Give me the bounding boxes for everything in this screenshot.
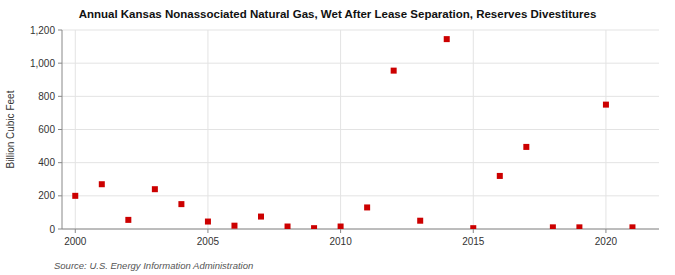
x-grid-line [473, 30, 474, 229]
y-grid-line [62, 63, 659, 64]
y-tick [58, 30, 62, 31]
point [576, 224, 582, 229]
y-tick-label: 600 [38, 124, 55, 135]
x-axis-line [62, 229, 659, 230]
y-grid-line [62, 162, 659, 163]
point [444, 36, 450, 42]
source-note: Source: U.S. Energy Information Administ… [54, 260, 253, 271]
x-tick [340, 229, 341, 233]
x-tick-label: 2010 [329, 236, 352, 247]
y-grid-line [62, 129, 659, 130]
x-tick [605, 229, 606, 233]
x-tick [75, 229, 76, 233]
point [364, 204, 370, 210]
point [178, 201, 184, 207]
x-grid-line [207, 30, 208, 229]
y-grid-line [62, 229, 659, 230]
y-tick-label: 1,200 [30, 25, 55, 36]
point [391, 68, 397, 74]
x-tick [473, 229, 474, 233]
x-tick-label: 2005 [197, 236, 220, 247]
point [258, 214, 264, 220]
y-tick [58, 63, 62, 64]
y-tick-label: 0 [49, 224, 55, 235]
title: Annual Kansas Nonassociated Natural Gas,… [79, 8, 597, 20]
y-tick-label: 200 [38, 190, 55, 201]
point [285, 224, 291, 229]
y-axis-label: Billion Cubic Feet [5, 90, 16, 168]
point [338, 224, 344, 229]
point [603, 102, 609, 108]
point [523, 144, 529, 150]
y-tick [58, 162, 62, 163]
point [205, 219, 211, 225]
y-tick [58, 96, 62, 97]
x-tick-label: 2020 [595, 236, 618, 247]
point [497, 173, 503, 179]
y-tick-label: 400 [38, 157, 55, 168]
y-tick-label: 800 [38, 91, 55, 102]
y-tick-label: 1,000 [30, 58, 55, 69]
x-tick [207, 229, 208, 233]
plot-area [72, 36, 635, 229]
y-grid-line [62, 96, 659, 97]
y-grid-line [62, 195, 659, 196]
point [99, 181, 105, 187]
x-grid-line [340, 30, 341, 229]
y-tick [58, 195, 62, 196]
point [231, 223, 237, 229]
point [152, 186, 158, 192]
point [125, 217, 131, 223]
point [629, 224, 635, 229]
point [550, 224, 556, 229]
point [72, 193, 78, 199]
chart: Annual Kansas Nonassociated Natural Gas,… [0, 0, 675, 275]
x-grid-line [605, 30, 606, 229]
x-tick-label: 2000 [64, 236, 87, 247]
point [417, 218, 423, 224]
y-tick [58, 129, 62, 130]
y-tick [58, 229, 62, 230]
point [311, 225, 317, 229]
point [470, 225, 476, 229]
x-grid-line [75, 30, 76, 229]
y-axis-line [62, 30, 63, 229]
x-tick-label: 2015 [462, 236, 485, 247]
y-grid-line [62, 30, 659, 31]
